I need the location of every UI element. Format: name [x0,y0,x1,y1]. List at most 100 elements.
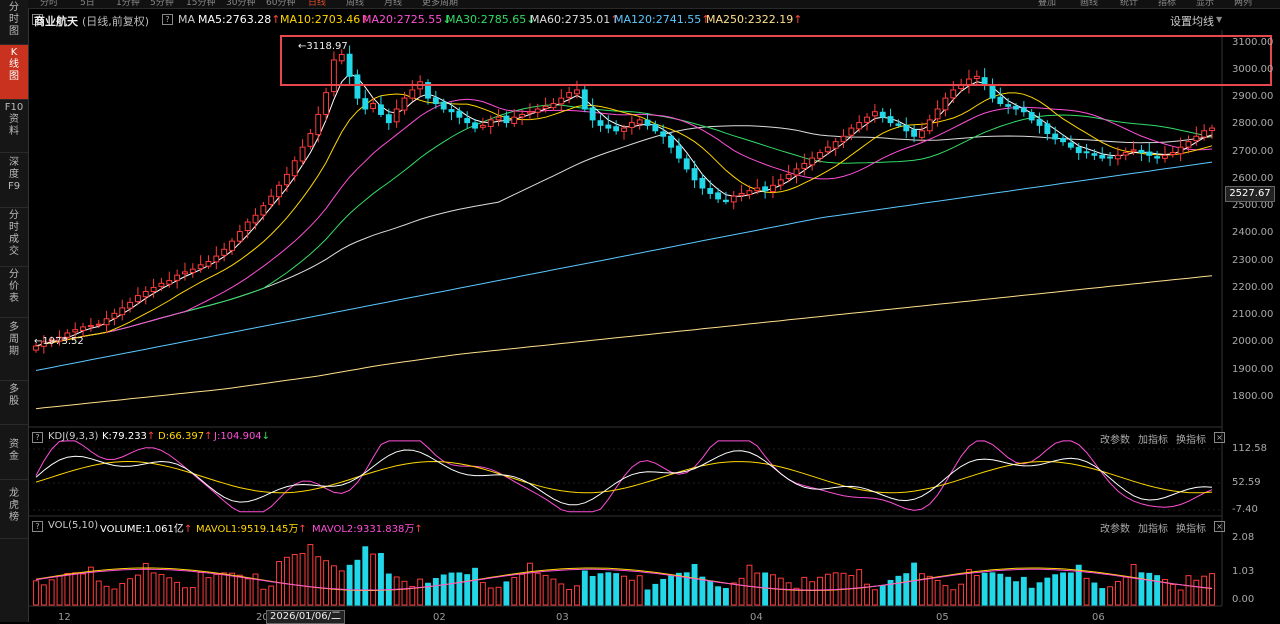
candle-body [229,240,235,251]
kdj-name: KDJ(9,3,3) [48,431,99,442]
volume-bar [378,552,384,606]
candle-body [691,168,698,181]
tab-4[interactable]: 15分钟 [186,0,216,8]
tab-1[interactable]: 5日 [80,0,95,8]
candle-body [895,123,902,126]
volume-bar [738,577,745,606]
candle-body [605,124,612,129]
candle-body [236,231,243,242]
sidebar-item-4[interactable]: 分时成交 [0,208,28,267]
volume-bar [495,586,502,606]
volume-bar [1154,575,1161,606]
candle-body [111,312,118,319]
price-axis-label: 2800.00 [1232,118,1274,130]
volume-bar [542,574,549,606]
volume-bar [1028,587,1035,606]
candle-body [119,307,126,316]
tab-3[interactable]: 5分钟 [150,0,174,8]
kdj-add-indicator-button[interactable]: 加指标 [1138,435,1168,446]
vol-close-icon[interactable]: × [1214,521,1225,532]
kdj-switch-indicator-button[interactable]: 换指标 [1176,435,1206,446]
tab-0[interactable]: 分时 [40,0,59,8]
volume-bar [189,587,196,606]
volume-bar [715,586,722,606]
volume-bar [1091,582,1098,606]
ma-help-icon[interactable]: ? [162,14,173,25]
candle-body [1130,149,1137,152]
volume-bar [323,560,330,606]
tab-16[interactable]: 两列 [1234,0,1253,8]
high-value: 3118.97 [306,41,348,52]
volume-bar [770,574,776,606]
volume-bar [134,574,141,606]
volume-bar [127,578,134,606]
ma-value-3: MA30:2785.65↓ [446,13,536,26]
kdj-close-icon[interactable]: × [1214,432,1225,443]
kdj-help-icon[interactable]: ? [32,432,43,443]
sidebar-item-5[interactable]: 分价表 [0,267,28,318]
tab-8[interactable]: 周线 [346,0,365,8]
sidebar-item-3[interactable]: 深度 F9 [0,155,28,208]
candle-body [1075,146,1082,154]
help-icon[interactable]: ? [32,14,43,25]
tab-5[interactable]: 30分钟 [226,0,256,8]
vol-switch-indicator-button[interactable]: 换指标 [1176,524,1206,535]
sidebar-item-0[interactable]: 分时图 [0,0,28,45]
tab-9[interactable]: 月线 [384,0,403,8]
candle-body [856,122,863,130]
candle-body [1020,107,1027,113]
price-axis-label: 3000.00 [1232,63,1274,75]
kdj-change-params-button[interactable]: 改参数 [1100,435,1130,446]
volume-bar [362,546,369,606]
tab-10[interactable]: 更多周期 [422,0,459,8]
candle-body [1083,151,1090,154]
tab-7[interactable]: 日线 [308,0,327,8]
vol-add-indicator-button[interactable]: 加指标 [1138,524,1168,535]
candle-body [668,135,674,148]
settings-ma-button[interactable]: 设置均线 [1170,15,1214,28]
vol-name: VOL(5,10) [48,520,99,531]
kdj-j-line [35,440,1213,513]
chart-mode: (日线,前复权) [82,15,150,28]
volume-bar [479,582,486,606]
candle-body [809,157,816,166]
candle-body [456,110,463,118]
tab-14[interactable]: 指标 [1158,0,1177,8]
volume-bar [1044,577,1051,606]
tab-12[interactable]: 画线 [1080,0,1099,8]
candle-body [1052,133,1059,140]
candle-body [1099,154,1106,159]
sidebar-item-8[interactable]: 资金 [0,437,28,480]
vol-help-icon[interactable]: ? [32,521,43,532]
vol-change-params-button[interactable]: 改参数 [1100,524,1130,535]
candle-body [801,162,808,169]
candle-body [918,130,925,138]
sidebar-item-9[interactable]: 龙虎榜 [0,486,28,539]
candle-body [777,179,784,186]
candle-body [581,89,588,110]
volume-bar [40,584,47,606]
sidebar-item-7[interactable]: 多股 [0,382,28,425]
volume-bar [550,578,557,606]
candle-body [1028,112,1035,121]
tab-11[interactable]: 叠加 [1038,0,1057,8]
tab-13[interactable]: 统计 [1120,0,1139,8]
tab-2[interactable]: 1分钟 [116,0,140,8]
current-price-tag: 2527.67 [1225,186,1275,202]
volume-bar [581,570,588,606]
sidebar-item-6[interactable]: 多周期 [0,320,28,381]
volume-bar [487,587,494,606]
tab-6[interactable]: 60分钟 [266,0,296,8]
volume-bar [809,581,816,606]
volume-bar [660,578,667,606]
candle-body [1107,156,1114,159]
tab-15[interactable]: 显示 [1196,0,1215,8]
candle-body [926,119,933,132]
time-axis-label: 12 [58,612,71,623]
sidebar-item-2[interactable]: F10 资料 [0,100,28,153]
candle-body [1201,130,1208,138]
dropdown-arrow-icon[interactable]: ▼ [1216,15,1223,24]
volume-bar [699,576,706,606]
